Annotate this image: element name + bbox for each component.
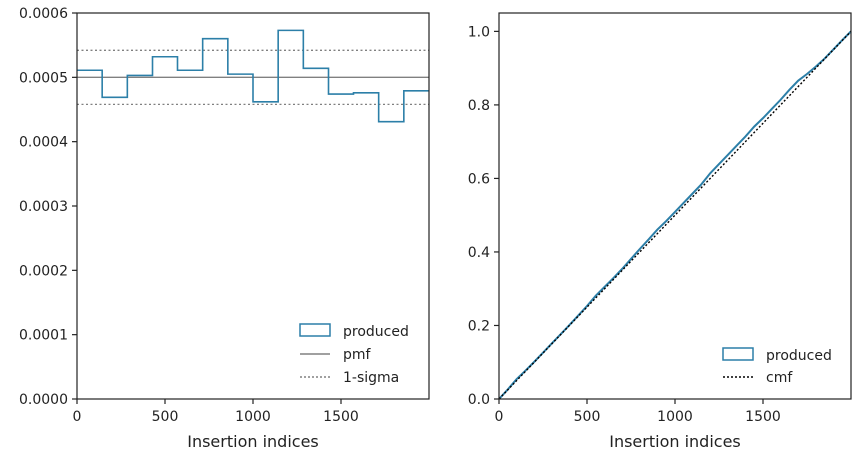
left-axes-frame	[76, 12, 430, 400]
legend-produced-swatch	[299, 323, 331, 337]
y-tick-label: 0.8	[468, 98, 490, 114]
y-tick-label: 0.0002	[19, 263, 68, 279]
left-legend: produced pmf 1-sigma	[299, 323, 409, 386]
left-ticks: 0 500 1000 1500 0.0000 0.0001 0.0002 0.0003 0.00…	[19, 6, 359, 425]
y-tick-label: 0.0004	[19, 135, 68, 151]
x-tick-label: 0	[495, 409, 504, 425]
produced-step-series	[77, 29, 429, 123]
y-tick-label: 0.0003	[19, 199, 68, 215]
right-legend: produced cmf	[722, 347, 832, 386]
y-tick-label: 0.0	[468, 392, 490, 408]
legend-produced-swatch	[722, 347, 754, 361]
legend-cmf-label: cmf	[766, 370, 793, 386]
x-tick-label: 1500	[745, 409, 781, 425]
y-tick-label: 0.0006	[19, 6, 68, 22]
y-tick-label: 0.0000	[19, 392, 68, 408]
right-ticks: 0 500 1000 1500 0.0 0.2 0.4 0.6 0.8 1.0	[468, 24, 781, 425]
x-tick-label: 1000	[657, 409, 693, 425]
right-plot-area	[498, 30, 852, 400]
right-xlabel: Insertion indices	[609, 432, 741, 451]
legend-sigma-label: 1-sigma	[343, 370, 399, 386]
x-tick-label: 0	[73, 409, 82, 425]
right-panel: 0 500 1000 1500 0.0 0.2 0.4 0.6 0.8 1.0 Insertion…	[468, 12, 852, 451]
y-tick-label: 0.2	[468, 318, 490, 334]
left-plot-area	[77, 29, 429, 123]
x-tick-label: 500	[152, 409, 179, 425]
x-tick-label: 1000	[235, 409, 271, 425]
x-tick-label: 500	[574, 409, 601, 425]
cmf-series	[498, 30, 852, 400]
left-xlabel: Insertion indices	[187, 432, 319, 451]
right-axes-frame	[498, 12, 852, 400]
y-tick-label: 0.4	[468, 245, 490, 261]
y-tick-label: 1.0	[468, 24, 490, 40]
y-tick-label: 0.0001	[19, 328, 68, 344]
y-tick-label: 0.0005	[19, 70, 68, 86]
y-tick-label: 0.6	[468, 171, 490, 187]
x-tick-label: 1500	[323, 409, 359, 425]
legend-produced-label: produced	[343, 324, 409, 340]
left-panel: 0 500 1000 1500 0.0000 0.0001 0.0002 0.0003 0.00…	[19, 6, 430, 451]
legend-pmf-label: pmf	[343, 347, 372, 363]
legend-produced-label: produced	[766, 348, 832, 364]
